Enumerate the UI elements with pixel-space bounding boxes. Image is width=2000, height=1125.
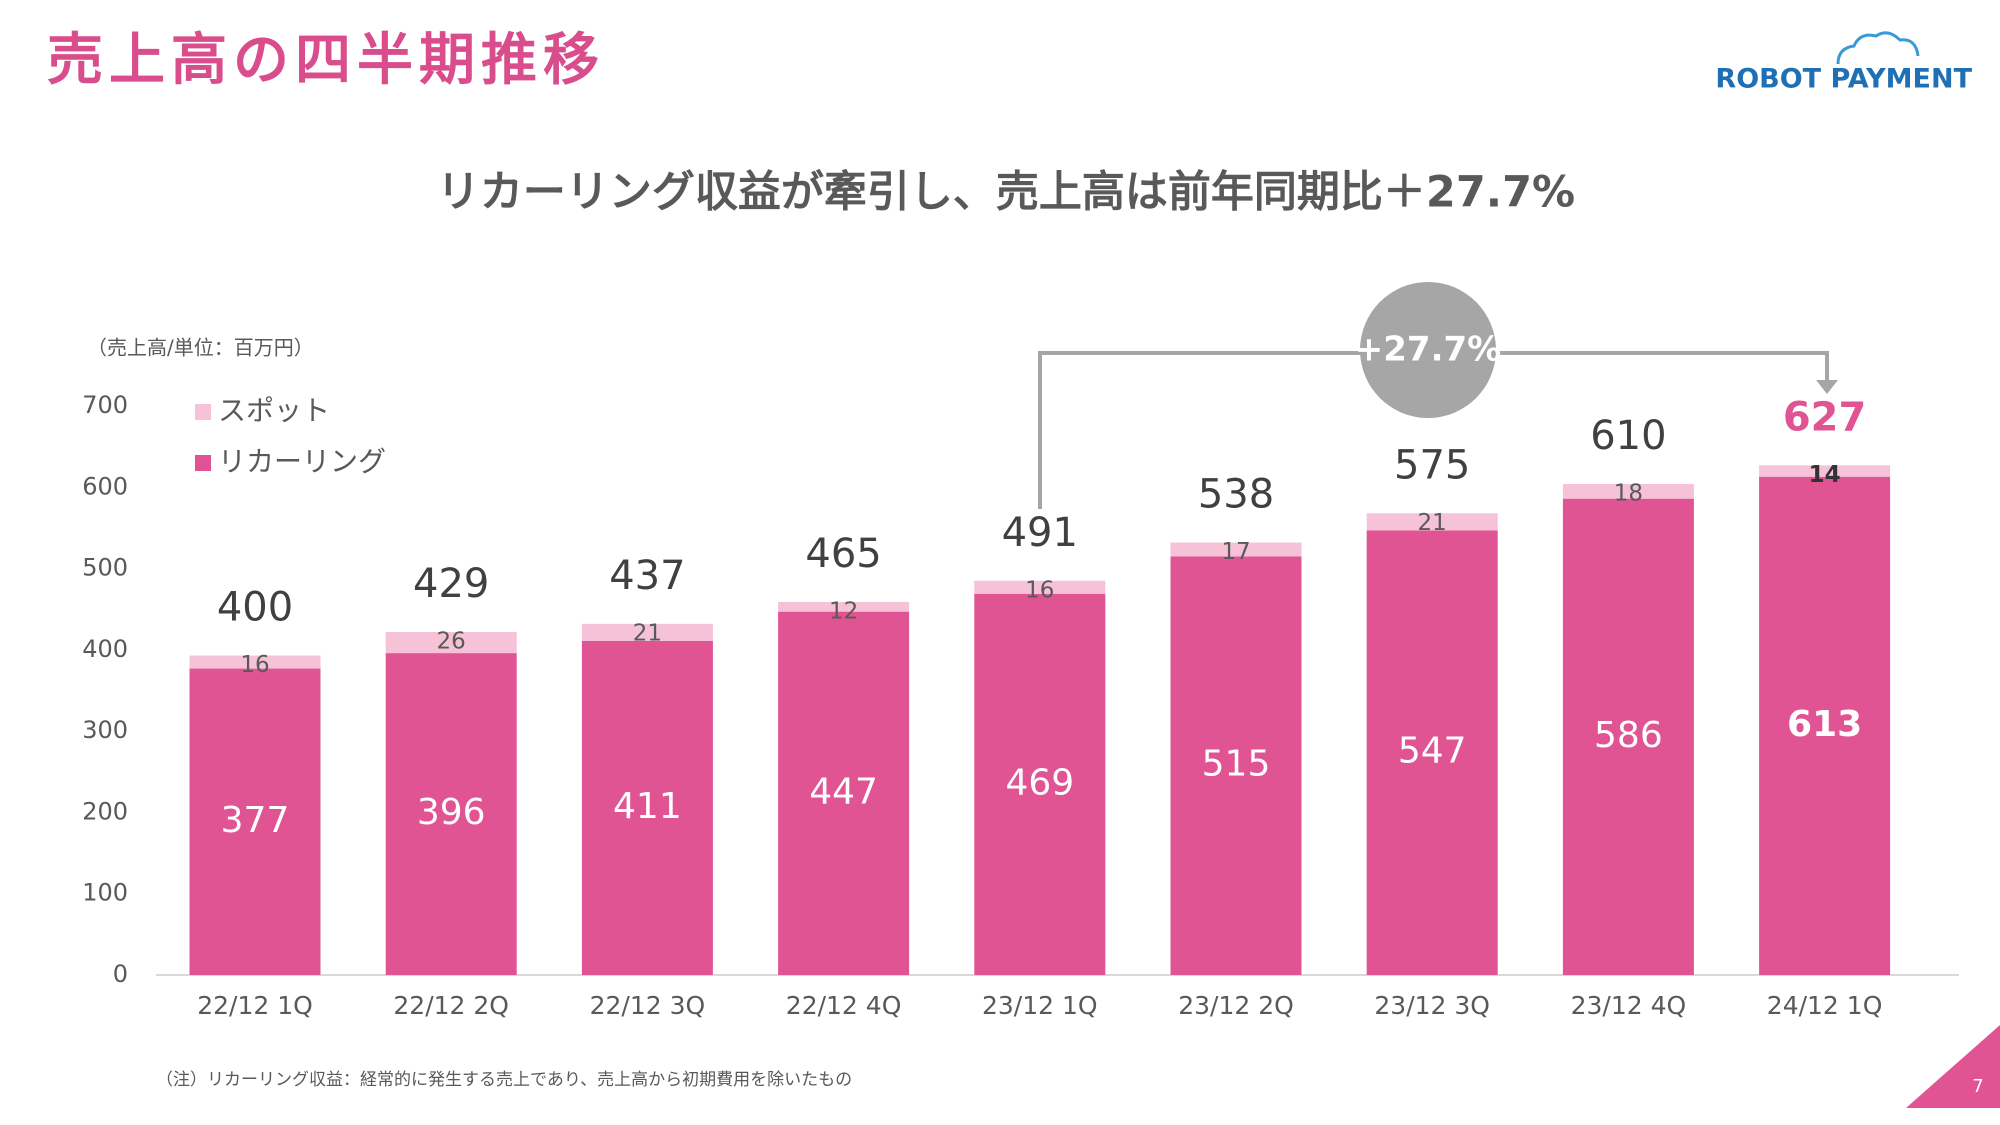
- value-label: 26: [437, 628, 466, 654]
- total-label: 465: [805, 531, 881, 577]
- x-tick-label: 23/12 1Q: [982, 991, 1098, 1020]
- bar-segment: [385, 631, 517, 654]
- total-label: 610: [1590, 413, 1666, 459]
- value-label: 547: [1398, 731, 1467, 772]
- value-label: 17: [1221, 539, 1250, 565]
- bar-segment: [974, 580, 1106, 594]
- value-label: 16: [1025, 577, 1054, 603]
- y-tick-label: 400: [82, 635, 128, 663]
- arrow-head: [1816, 380, 1838, 394]
- legend-swatch: [195, 404, 211, 420]
- x-tick-label: 23/12 2Q: [1178, 991, 1294, 1020]
- footnote: （注）リカーリング収益：経常的に発生する売上であり、売上高から初期費用を除いたも…: [156, 1070, 852, 1090]
- value-label: 613: [1787, 704, 1862, 745]
- legend-label: スポット: [218, 394, 330, 427]
- bar-segment: [1170, 542, 1302, 557]
- y-tick-label: 100: [82, 879, 128, 907]
- bar-segment: [1759, 476, 1891, 975]
- y-tick-label: 500: [82, 554, 128, 582]
- bar-segment: [1366, 513, 1498, 531]
- bar-segment: [974, 593, 1106, 975]
- y-tick-label: 700: [82, 391, 128, 419]
- bar-segment: [189, 655, 321, 669]
- y-tick-label: 0: [113, 960, 128, 988]
- logo: ROBOT PAYMENT: [1715, 64, 1972, 95]
- bar-segment: [778, 611, 910, 975]
- bar-segment: [581, 640, 713, 975]
- x-tick-label: 24/12 1Q: [1767, 991, 1883, 1020]
- value-label: 12: [829, 598, 858, 624]
- bar-segment: [1366, 530, 1498, 975]
- legend-label: リカーリング: [218, 445, 386, 478]
- y-tick-label: 200: [82, 797, 128, 825]
- page-corner: [1906, 1025, 2000, 1108]
- bar-segment: [581, 623, 713, 641]
- subtitle: リカーリング収益が牽引し、売上高は前年同期比＋27.7%: [437, 168, 1575, 218]
- value-label: 447: [809, 771, 878, 812]
- x-tick-label: 23/12 4Q: [1571, 991, 1687, 1020]
- value-label: 396: [417, 792, 486, 833]
- growth-label: +27.7%: [1355, 330, 1501, 370]
- total-label: 575: [1394, 442, 1470, 488]
- value-label: 16: [240, 652, 269, 678]
- total-label: 437: [609, 553, 685, 599]
- page-title: 売上高の四半期推移: [47, 28, 605, 93]
- total-label: 400: [217, 585, 293, 631]
- value-label: 411: [613, 786, 682, 827]
- x-tick-label: 22/12 4Q: [786, 991, 902, 1020]
- growth-badge: [1360, 282, 1496, 418]
- total-label: 429: [413, 561, 489, 607]
- x-tick-label: 22/12 1Q: [197, 991, 313, 1020]
- total-label: 538: [1198, 472, 1274, 518]
- logo-cloud: [1836, 31, 1920, 65]
- value-label: 18: [1614, 481, 1643, 507]
- bar-segment: [189, 668, 321, 975]
- bar-segment: [778, 601, 910, 612]
- y-tick-label: 600: [82, 472, 128, 500]
- bar-segment: [1562, 498, 1694, 975]
- bar-segment: [1759, 465, 1891, 477]
- value-label: 21: [1418, 510, 1447, 536]
- unit-label: （売上高/単位：百万円）: [87, 336, 314, 360]
- value-label: 515: [1202, 744, 1271, 785]
- total-label: 491: [1002, 510, 1078, 556]
- y-tick-label: 300: [82, 716, 128, 744]
- bar-segment: [385, 653, 517, 975]
- legend-swatch: [195, 455, 211, 471]
- x-tick-label: 22/12 3Q: [590, 991, 706, 1020]
- x-tick-label: 22/12 2Q: [393, 991, 509, 1020]
- value-label: 586: [1594, 715, 1663, 756]
- bar-segment: [1170, 556, 1302, 975]
- x-tick-label: 23/12 3Q: [1374, 991, 1490, 1020]
- bar-segment: [1562, 484, 1694, 499]
- value-label: 469: [1005, 762, 1074, 803]
- page-number: 7: [1972, 1076, 1983, 1097]
- value-label: 21: [633, 620, 662, 646]
- total-label: 627: [1783, 394, 1867, 440]
- value-label: 14: [1809, 462, 1841, 488]
- value-label: 377: [221, 800, 290, 841]
